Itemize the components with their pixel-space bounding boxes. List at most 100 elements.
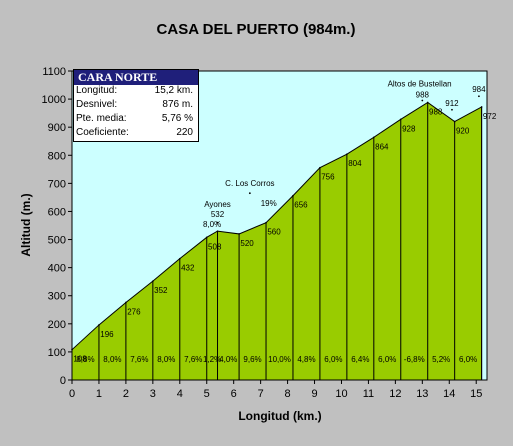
- y-tick-label: 800: [48, 150, 66, 162]
- annotation-label: Ayones: [204, 200, 231, 209]
- grade-label: 6,4%: [351, 355, 369, 364]
- grade-label: 6,0%: [378, 355, 396, 364]
- profile-point: [178, 257, 181, 260]
- x-tick-label: 7: [258, 388, 264, 400]
- point-altitude-label: 432: [181, 264, 195, 273]
- y-tick-label: 1100: [42, 66, 66, 78]
- profile-point: [98, 324, 100, 326]
- info-value: 220: [176, 127, 193, 138]
- point-altitude-label: 920: [456, 127, 470, 136]
- y-tick-label: 200: [48, 319, 66, 331]
- y-tick-label: 900: [48, 122, 66, 134]
- point-altitude-label: 276: [127, 307, 141, 316]
- grade-label: 6,0%: [459, 355, 477, 364]
- chart-title: CASA DEL PUERTO (984m.): [157, 21, 356, 38]
- summit-marker: [478, 95, 480, 98]
- point-altitude-label: 560: [267, 228, 281, 237]
- y-tick-label: 400: [48, 263, 66, 275]
- grade-label: 1,2%: [203, 355, 221, 364]
- grade-label: -6,8%: [404, 355, 425, 364]
- annotation-label: 532: [211, 210, 225, 219]
- summit-marker: [248, 192, 251, 195]
- grade-label: 7,6%: [130, 355, 148, 364]
- info-key: Coeficiente:: [76, 127, 129, 138]
- grade-label: 6,0%: [324, 355, 342, 364]
- annotation-label: C. Los Corros: [225, 179, 274, 188]
- point-altitude-label: 864: [375, 142, 389, 151]
- x-tick-label: 14: [443, 388, 455, 400]
- profile-point: [152, 280, 154, 282]
- x-tick-label: 15: [470, 388, 482, 400]
- point-altitude-label: 520: [240, 239, 254, 248]
- info-row-average-grade: Pte. media: 5,76 %: [74, 113, 198, 127]
- info-row-length: Longitud: 15,2 km.: [74, 85, 198, 99]
- profile-point: [205, 236, 208, 239]
- point-altitude-label: 352: [154, 286, 168, 295]
- summit-marker: [216, 221, 219, 224]
- climb-info-box: CARA NORTE Longitud: 15,2 km. Desnivel: …: [73, 69, 199, 142]
- grade-label: 7,6%: [184, 355, 202, 364]
- point-altitude-label: 928: [402, 124, 416, 133]
- profile-point: [480, 106, 483, 108]
- point-altitude-label: 972: [483, 112, 497, 121]
- y-tick-label: 1000: [42, 94, 66, 106]
- profile-point: [319, 166, 321, 169]
- info-box-header: CARA NORTE: [74, 70, 198, 85]
- y-tick-label: 700: [48, 178, 66, 190]
- point-altitude-label: 108: [73, 355, 87, 364]
- profile-point: [292, 194, 294, 197]
- point-altitude-label: 196: [100, 330, 114, 339]
- point-altitude-label: 804: [348, 159, 362, 168]
- profile-point: [346, 153, 348, 155]
- info-key: Longitud:: [76, 85, 118, 96]
- profile-point: [238, 233, 240, 235]
- y-tick-label: 100: [48, 347, 66, 359]
- info-row-elevation-gain: Desnivel: 876 m.: [74, 99, 198, 113]
- x-tick-label: 10: [335, 388, 347, 400]
- info-value: 15,2 km.: [154, 85, 193, 96]
- grade-label: 8,0%: [103, 355, 121, 364]
- x-tick-label: 0: [69, 388, 75, 400]
- profile-area: [71, 101, 483, 381]
- y-tick-label: 300: [48, 291, 66, 303]
- info-key: Desnivel:: [76, 99, 118, 110]
- profile-point: [399, 118, 402, 121]
- summit-marker: [451, 108, 453, 111]
- annotation-label: 19%: [261, 199, 277, 208]
- plot-frame: [71, 70, 488, 381]
- profile-point: [453, 120, 456, 123]
- annotation-label: 912: [445, 99, 459, 108]
- x-tick-label: 3: [150, 388, 156, 400]
- x-tick-label: 5: [204, 388, 210, 400]
- profile-point: [265, 221, 267, 224]
- x-tick-label: 8: [285, 388, 291, 400]
- annotation-label: Altos de Bustellan: [388, 79, 452, 88]
- grade-label: 9,6%: [243, 355, 261, 364]
- y-tick-label: 600: [48, 206, 66, 218]
- grade-label: 8,8%: [76, 355, 94, 364]
- x-tick-label: 6: [231, 388, 237, 400]
- summit-marker: [421, 99, 424, 102]
- grade-label: 8,0%: [157, 355, 175, 364]
- point-altitude-label: 508: [208, 242, 222, 251]
- info-value: 5,76 %: [161, 113, 193, 124]
- point-altitude-label: 988: [429, 107, 443, 116]
- x-tick-label: 2: [123, 388, 129, 400]
- grade-label: 4,8%: [297, 355, 315, 364]
- x-tick-label: 9: [311, 388, 317, 400]
- grade-label: 10,0%: [268, 355, 291, 364]
- point-altitude-label: 756: [321, 173, 335, 182]
- grade-label: 4,0%: [219, 355, 237, 364]
- x-tick-label: 12: [389, 388, 401, 400]
- y-tick-label: 500: [48, 235, 66, 247]
- annotation-label: 8,0%: [203, 220, 221, 229]
- profile-point: [125, 301, 127, 304]
- x-tick-label: 1: [96, 388, 102, 400]
- x-tick-label: 11: [363, 388, 374, 400]
- y-tick-label: 0: [60, 375, 66, 387]
- info-row-coefficient: Coeficiente: 220: [74, 127, 198, 141]
- x-axis-title: Longitud (km.): [238, 409, 321, 423]
- profile-point: [216, 230, 219, 232]
